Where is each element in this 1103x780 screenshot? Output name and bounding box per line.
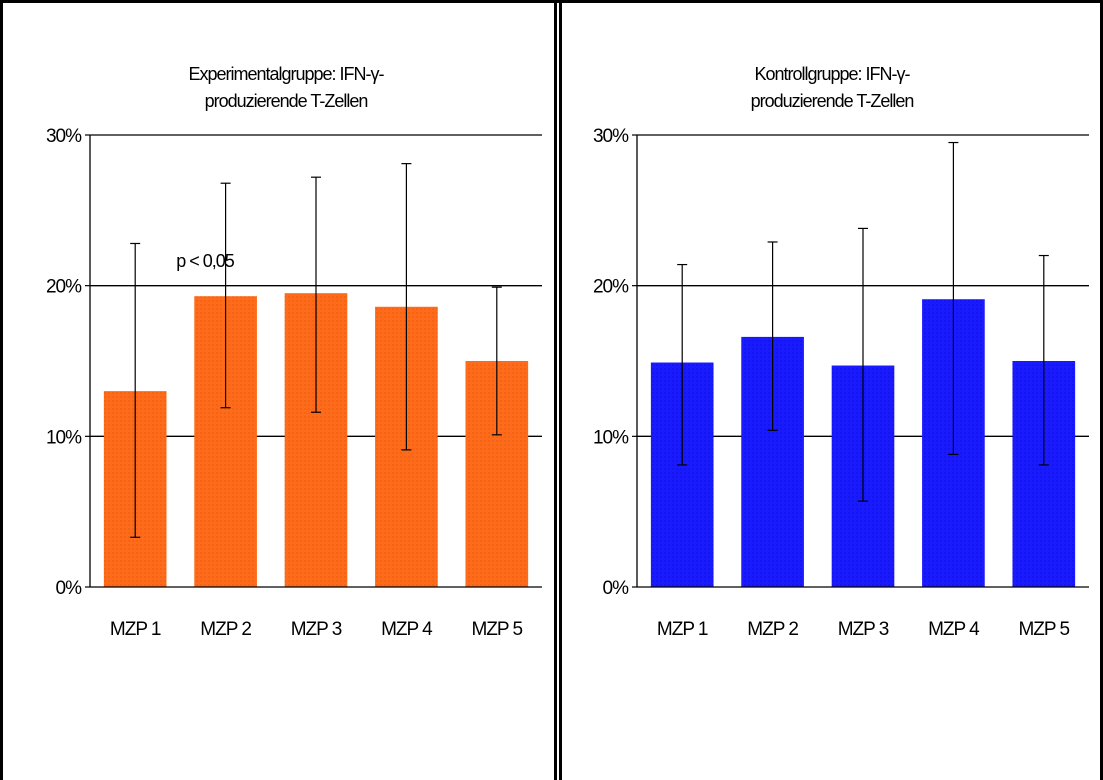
- x-tick-label: MZP 2: [747, 619, 798, 640]
- y-tick-label: 20%: [593, 277, 629, 298]
- y-tick-label: 0%: [603, 578, 630, 599]
- chart-title-line: produzierende T-Zellen: [205, 91, 368, 111]
- x-tick-label: MZP 4: [928, 619, 980, 640]
- x-tick-label: MZP 2: [200, 619, 251, 640]
- panel-divider-left: [554, 0, 557, 780]
- y-tick-label: 20%: [46, 277, 82, 298]
- x-tick-label: MZP 4: [381, 619, 433, 640]
- y-tick-label: 30%: [46, 126, 82, 147]
- chart-title-line: Kontrollgruppe: IFN-γ-: [754, 64, 910, 84]
- y-tick-label: 30%: [593, 126, 629, 147]
- frame-left-border: [0, 0, 3, 780]
- y-tick-label: 0%: [56, 578, 83, 599]
- x-tick-label: MZP 5: [471, 619, 522, 640]
- panel-divider-right: [559, 0, 562, 780]
- x-tick-label: MZP 3: [291, 619, 342, 640]
- x-tick-label: MZP 3: [838, 619, 889, 640]
- y-tick-label: 10%: [46, 427, 82, 448]
- frame-right-border: [1100, 0, 1103, 780]
- chart-title-line: Experimentalgruppe: IFN-γ-: [188, 64, 384, 84]
- significance-annotation: p < 0,05: [176, 251, 235, 271]
- chart-experimentalgruppe: Experimentalgruppe: IFN-γ-produzierende …: [46, 64, 542, 640]
- x-tick-label: MZP 1: [110, 619, 161, 640]
- chart-title-line: produzierende T-Zellen: [751, 91, 914, 111]
- x-tick-label: MZP 1: [657, 619, 708, 640]
- y-tick-label: 10%: [593, 427, 629, 448]
- chart-kontrollgruppe: Kontrollgruppe: IFN-γ-produzierende T-Ze…: [593, 64, 1089, 640]
- frame-top-border: [0, 0, 1103, 3]
- x-tick-label: MZP 5: [1018, 619, 1069, 640]
